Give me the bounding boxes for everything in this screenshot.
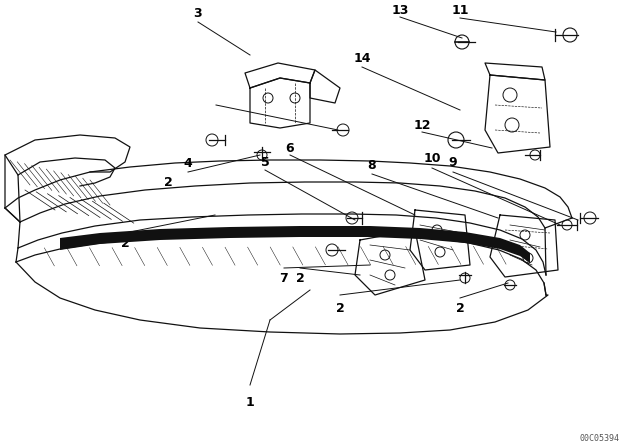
Text: 6: 6 [285, 142, 294, 155]
Text: 2: 2 [456, 302, 465, 314]
Text: 7: 7 [280, 271, 289, 284]
Text: 00C05394: 00C05394 [580, 434, 620, 443]
Text: 2: 2 [164, 176, 172, 189]
Text: 4: 4 [184, 156, 193, 169]
Text: 10: 10 [423, 151, 441, 164]
Text: 13: 13 [391, 4, 409, 17]
Text: 1: 1 [246, 396, 254, 409]
Text: 2: 2 [120, 237, 129, 250]
Text: 12: 12 [413, 119, 431, 132]
Text: 3: 3 [194, 7, 202, 20]
Text: 8: 8 [368, 159, 376, 172]
Text: 11: 11 [451, 4, 468, 17]
Text: 5: 5 [260, 155, 269, 168]
Text: 9: 9 [449, 155, 458, 168]
Text: 14: 14 [353, 52, 371, 65]
Polygon shape [60, 226, 530, 263]
Text: 2: 2 [296, 271, 305, 284]
Text: 2: 2 [335, 302, 344, 314]
